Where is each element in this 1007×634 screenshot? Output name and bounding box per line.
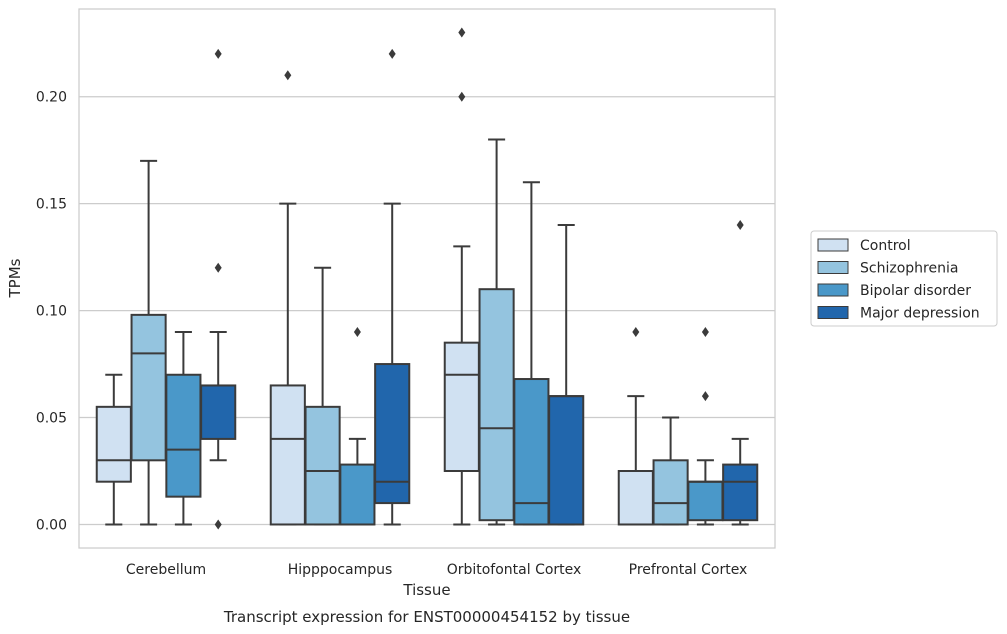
outlier-point <box>736 220 744 231</box>
box-1-0 <box>269 70 306 526</box>
box-3-3 <box>722 220 759 526</box>
outlier-point <box>458 91 466 102</box>
outlier-point <box>214 519 222 530</box>
legend-label: Major depression <box>860 306 980 322</box>
plot-frame <box>78 8 776 549</box>
box-iqr <box>478 288 515 522</box>
legend-label: Bipolar disorder <box>860 283 971 299</box>
box-iqr <box>687 480 724 522</box>
outlier-point <box>214 48 222 59</box>
box-2-2 <box>513 181 550 526</box>
legend-swatch <box>817 306 849 319</box>
outlier-point <box>458 27 466 38</box>
box-2-0 <box>443 27 480 526</box>
box-2-3 <box>548 224 585 526</box>
chart-caption: Transcript expression for ENST0000045415… <box>223 608 630 626</box>
y-axis-ticks: 0.00 0.05 0.10 0.15 0.20 <box>36 90 67 534</box>
box-0-3 <box>200 48 237 530</box>
box-iqr <box>95 405 132 483</box>
y-axis-title: TPMs <box>6 258 24 298</box>
box-iqr <box>548 395 585 526</box>
outlier-point <box>284 70 292 81</box>
box-2-1 <box>478 138 515 526</box>
outlier-point <box>214 262 222 273</box>
box-iqr <box>269 384 306 526</box>
box-1-3 <box>374 48 411 526</box>
outlier-point <box>701 326 709 337</box>
x-tick-label: Orbitofontal Cortex <box>447 562 582 578</box>
legend-label: Schizophrenia <box>860 261 958 277</box>
box-0-1 <box>130 159 167 526</box>
legend-label: Control <box>860 238 911 254</box>
box-iqr <box>374 363 411 505</box>
x-axis-title: Tissue <box>402 581 450 599</box>
box-iqr <box>722 463 759 522</box>
y-tick-label: 0.10 <box>36 304 67 320</box>
y-tick-label: 0.05 <box>36 411 67 427</box>
box-3-2 <box>687 326 724 526</box>
legend-swatch <box>817 283 849 297</box>
box-iqr <box>165 373 202 498</box>
legend-swatch <box>817 238 849 252</box>
outlier-point <box>632 326 640 337</box>
box-iqr <box>443 341 480 472</box>
legend-swatch <box>817 261 849 274</box>
box-iqr <box>304 405 341 526</box>
outlier-point <box>353 326 361 337</box>
box-iqr <box>339 463 376 526</box>
y-tick-label: 0.15 <box>36 197 67 213</box>
box-1-1 <box>304 266 341 526</box>
box-iqr <box>617 470 654 526</box>
x-tick-label: Hipppocampus <box>288 562 393 578</box>
x-axis-ticks: Cerebellum Hipppocampus Orbitofontal Corte… <box>126 562 747 578</box>
x-tick-label: Cerebellum <box>126 562 206 578</box>
outlier-point <box>701 391 709 402</box>
box-1-2 <box>339 326 376 526</box>
x-tick-label: Prefrontal Cortex <box>629 562 748 578</box>
box-iqr <box>130 313 167 462</box>
box-iqr <box>652 459 689 526</box>
box-0-0 <box>95 373 132 526</box>
boxplot-marks <box>95 27 759 530</box>
outlier-point <box>388 48 396 59</box>
legend-frame <box>810 230 998 327</box>
box-3-1 <box>652 416 689 526</box>
y-tick-label: 0.00 <box>36 517 67 533</box>
box-3-0 <box>617 326 654 526</box>
box-iqr <box>200 384 237 440</box>
box-0-2 <box>165 330 202 526</box>
y-tick-label: 0.20 <box>36 90 67 106</box>
legend: Control Schizophrenia Bipolar disorder Majo… <box>810 230 998 327</box>
